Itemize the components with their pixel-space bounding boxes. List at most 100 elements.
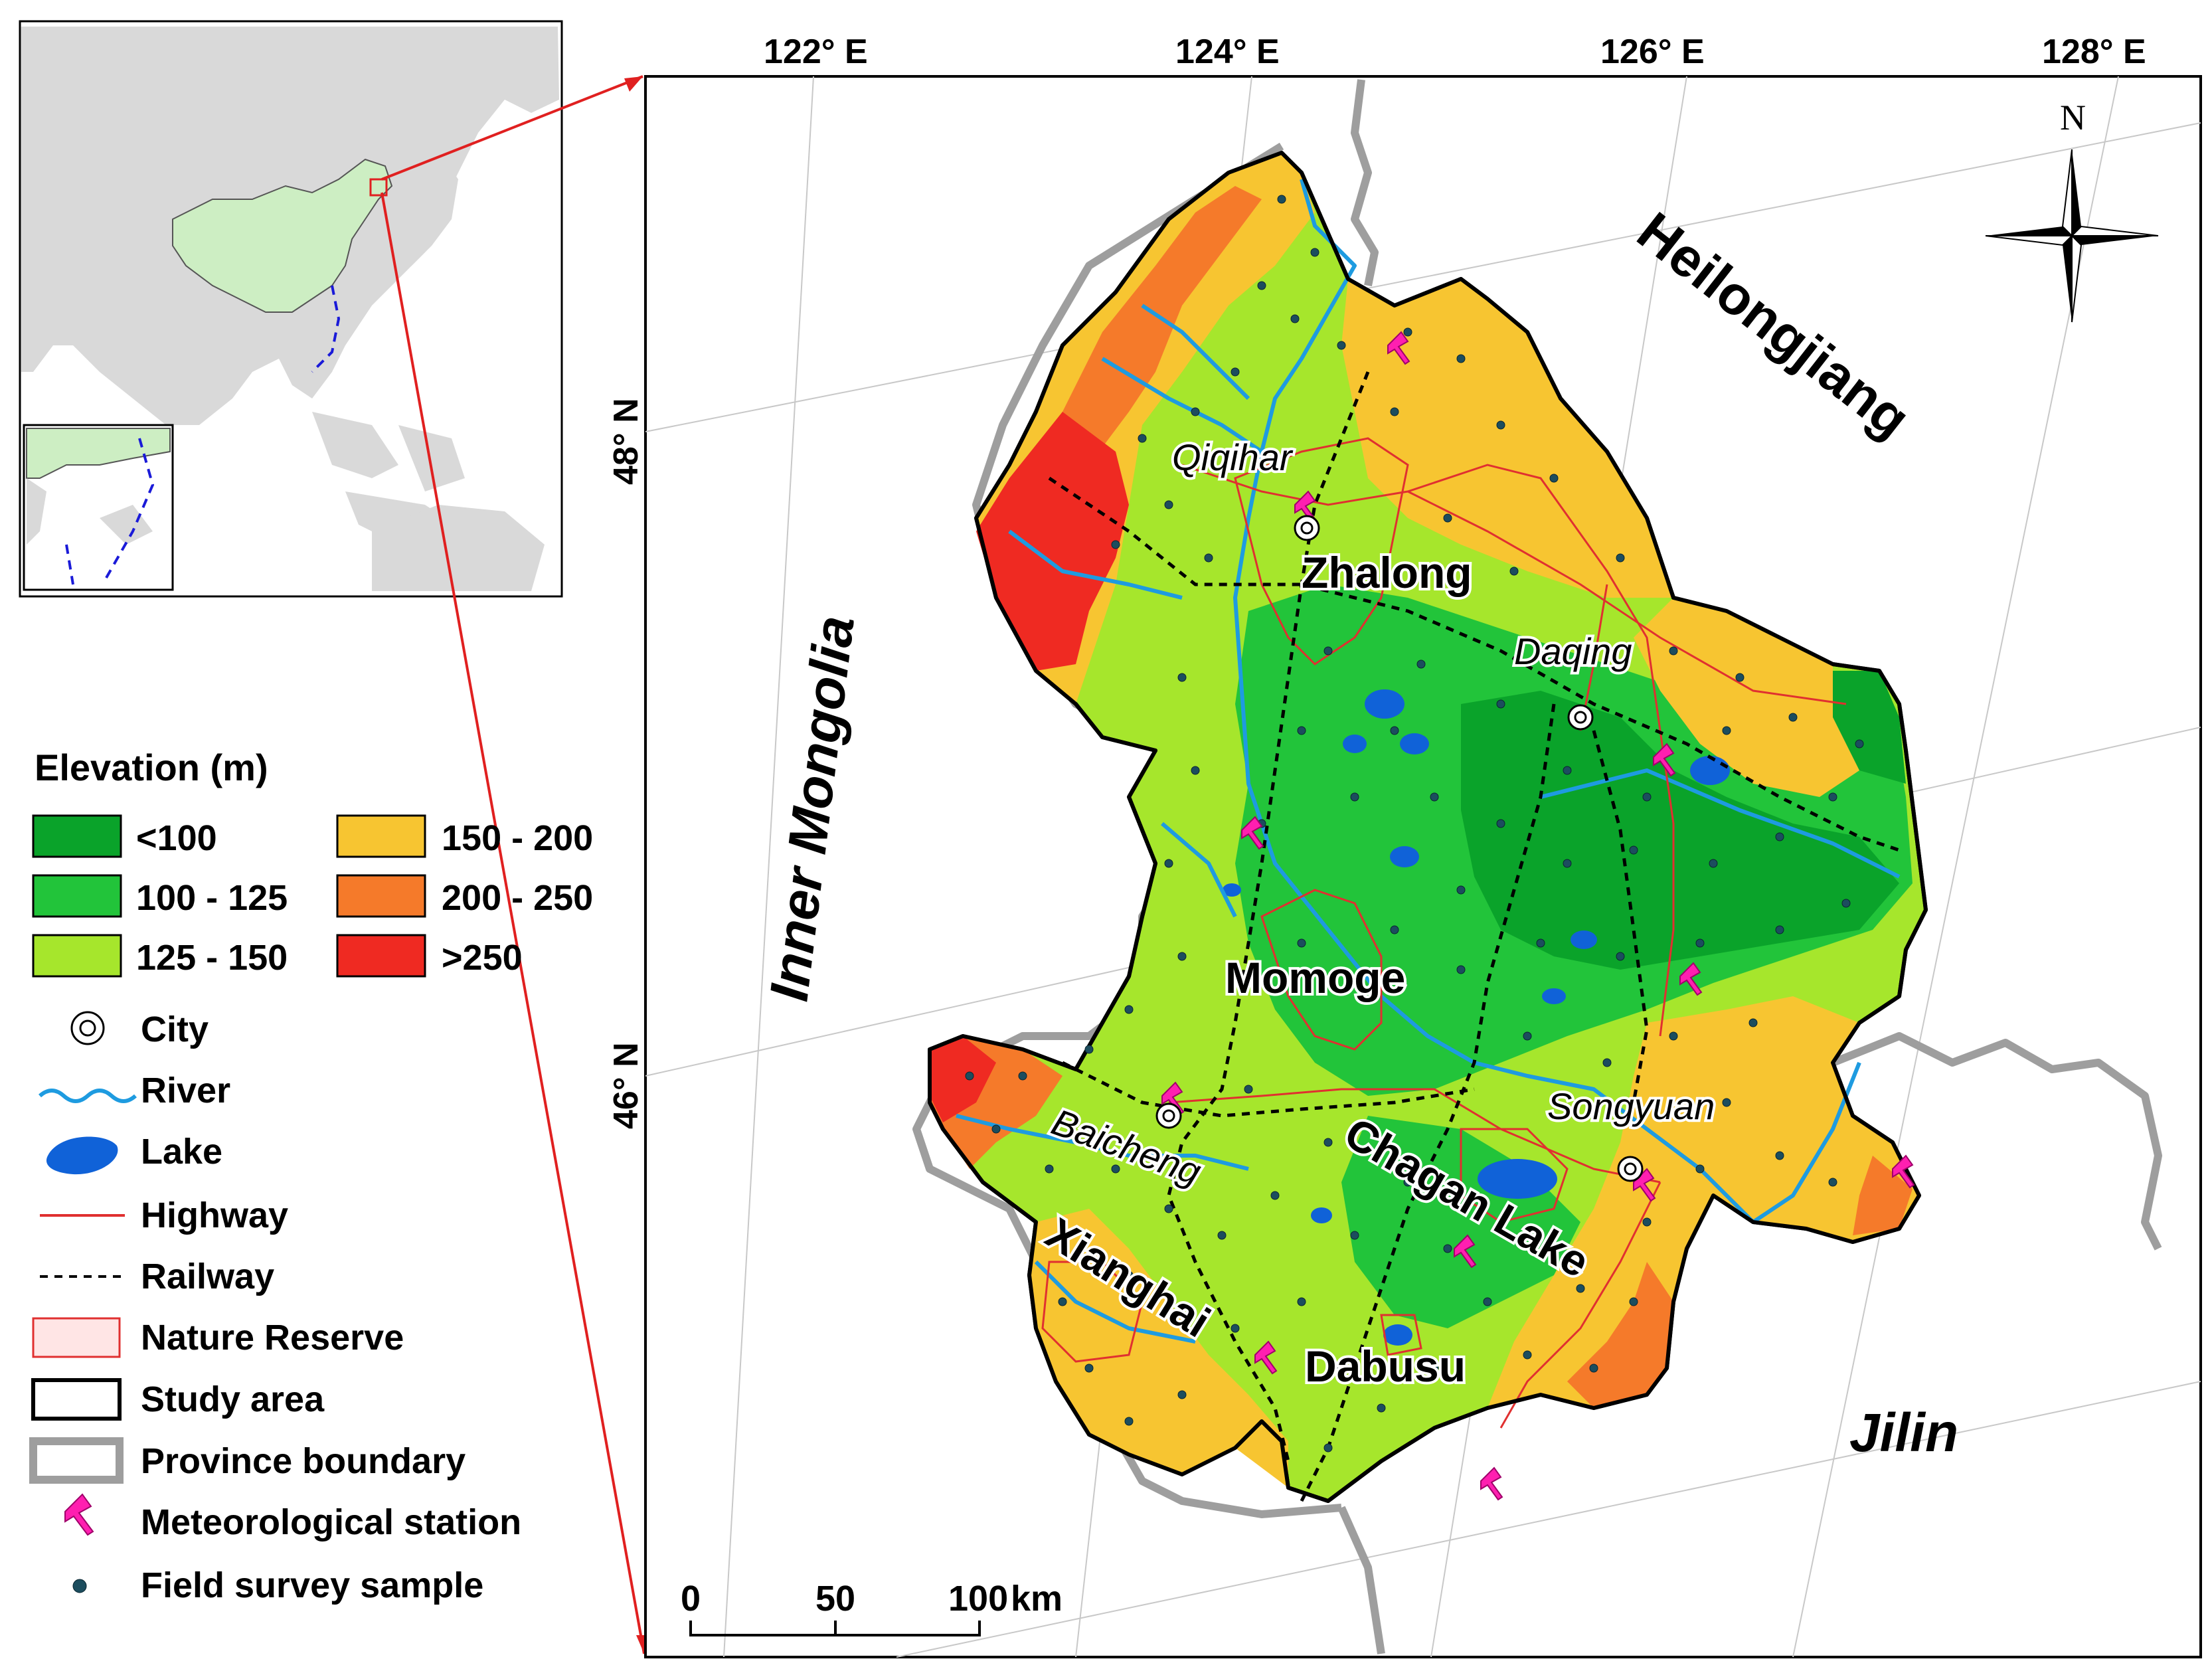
legend: Elevation (m) <100 100 - 125 125 - 150 1… [29,747,593,1605]
province-boundary-south-east [1752,1032,2162,1251]
north-arrow-n [2072,149,2081,236]
sample-point [1297,1297,1306,1306]
meridian-122 [723,76,814,1658]
elevation-lt-100-zone [1461,691,1899,970]
north-arrow: N [1985,98,2159,323]
railway-songyuan [1592,730,1649,1103]
sample-point [1111,1164,1120,1174]
elevation-gt-250-west [930,1036,996,1122]
legend-swatch-lt100 [32,814,122,858]
legend-label-river: River [141,1071,230,1110]
city-marker-songyuan [1617,1156,1644,1182]
sample-point [1443,513,1452,523]
sample-point [1828,792,1837,802]
sample-point [1164,1204,1173,1213]
lake-zhalong-2 [1400,733,1429,754]
lat-label-48: 48° N [607,398,645,485]
elevation-lt-100-ne [1833,671,1906,784]
met-station [1892,1154,1915,1189]
lake-east-2 [1542,988,1566,1004]
sample-point [1788,713,1798,722]
sample-point [1695,1164,1705,1174]
legend-study-area-icon [31,1378,122,1421]
sample-point [1231,367,1240,377]
legend-label-100-125: 100 - 125 [136,878,288,918]
sample-point [1669,1031,1678,1041]
parallel-48 [645,122,2201,432]
sample-point [1045,1164,1054,1174]
legend-nature-reserve-icon [32,1317,121,1358]
sample-point [1124,1005,1134,1014]
sample-point [1231,1324,1240,1333]
legend-label-city: City [141,1010,209,1049]
reserve-zhalong [1234,437,1409,665]
zoom-connector-bottom [381,192,645,1654]
sample-point [1403,1178,1412,1187]
sample-point [1775,925,1784,934]
sample-point [1775,1151,1784,1160]
sample-point [1496,819,1505,828]
met-station [1161,1081,1185,1116]
legend-city-icon [70,1011,105,1045]
sample-point [1563,859,1572,868]
sample-point [1390,407,1399,416]
sample-point [1244,1085,1253,1094]
reserve-label-zhalong: Zhalong [1302,548,1472,597]
sample-point [1629,1297,1638,1306]
sample-point [1748,1018,1758,1027]
sample-point [1177,952,1187,961]
sample-point [1337,341,1346,350]
sample-point [1430,792,1439,802]
highway-4 [1499,1182,1661,1429]
sample-point [1177,673,1187,682]
legend-label-meteorological-station: Meteorological station [141,1502,521,1542]
legend-meteorological-station-icon [64,1493,94,1536]
legend-label-150-200: 150 - 200 [442,818,593,858]
legend-river-icon [39,1089,137,1103]
sample-point [1124,1417,1134,1426]
sample-point [1337,1364,1346,1373]
reserve-xianghai [1041,1261,1144,1363]
sample-point [1138,434,1147,443]
scale-bar: 0 50 100 km [681,1579,1063,1636]
sample-point [1722,726,1731,735]
sample-point [1323,646,1333,656]
sample-point [1084,1364,1094,1373]
inset-australia [372,505,545,591]
lake-west [1223,883,1241,897]
sample-point [1377,1403,1386,1413]
railway-north-south [1167,371,1370,1462]
sample-point [1111,540,1120,549]
meridian-128 [1792,76,2119,1658]
sample-point [1217,1231,1227,1240]
sample-point [1536,938,1545,948]
legend-swatch-125-150 [32,934,122,978]
inset-japan [398,159,458,266]
river-taoer [956,1114,1249,1171]
railways [1048,371,1900,1502]
sample-point [1191,766,1200,775]
sample-point [1058,1297,1067,1306]
study-area-outline [928,151,1928,1503]
river-west-middle [1161,822,1237,918]
river-tributary-west [1008,529,1183,600]
inset-scs-land [26,428,171,479]
sample-point [1323,1138,1333,1147]
sample-point [1722,1098,1731,1107]
lake-zhalong-3 [1343,735,1367,753]
sample-point [1297,726,1306,735]
sample-point [1323,1443,1333,1453]
sample-point [1018,1071,1027,1081]
sample-point [1191,407,1200,416]
reserve-label-dabusu: Dabusu [1305,1342,1466,1391]
sample-point [1456,965,1466,974]
legend-swatch-150-200 [336,814,426,858]
lake-momoge [1390,846,1419,867]
lake-dabusu [1383,1324,1412,1346]
sample-point [1496,420,1505,430]
province-boundary-north [1351,79,1379,287]
scale-bar-label-0: 0 [681,1579,701,1619]
sample-point [1549,474,1559,483]
elevation-150-200-east [1634,598,1859,797]
